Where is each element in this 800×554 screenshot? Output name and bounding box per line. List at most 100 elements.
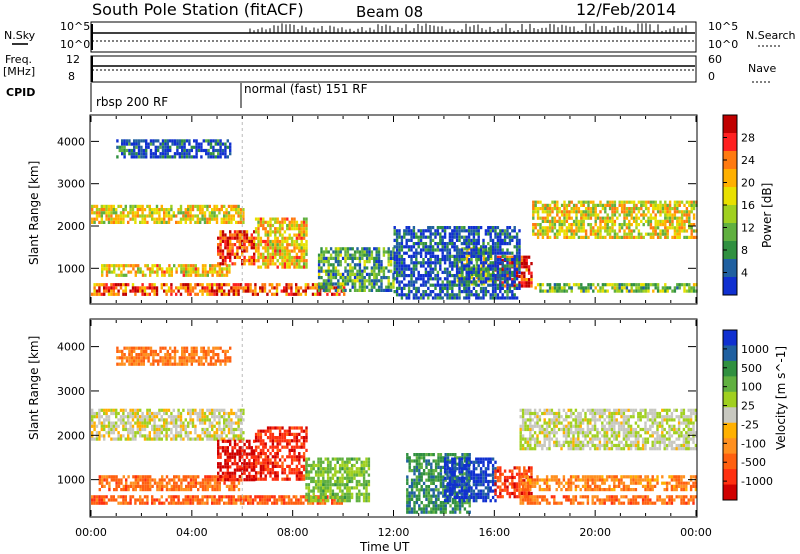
power-echo-region	[534, 283, 698, 293]
colorbar-tick-label: 100	[741, 381, 762, 394]
colorbar-tick-label: 4	[741, 267, 748, 280]
power-y-axis-label: Slant Range [km]	[27, 161, 41, 265]
nsky-label: N.Sky	[4, 29, 36, 42]
colorbar-swatch	[723, 469, 737, 486]
velocity-echo-region	[519, 495, 698, 505]
x-tick-label: 08:00	[277, 526, 309, 539]
velocity-heatmap	[91, 320, 698, 516]
colorbar-swatch	[723, 438, 737, 455]
date-label: 12/Feb/2014	[576, 0, 676, 19]
velocity-echo-region	[91, 408, 245, 441]
time-axis-label: Time UT	[359, 540, 410, 554]
velocity-y-axis-label: Slant Range [km]	[27, 336, 41, 440]
colorbar-swatch	[723, 484, 737, 501]
colorbar-swatch	[723, 376, 737, 393]
nave-axis-bottom: 0	[708, 70, 715, 83]
power-echo-region	[217, 230, 256, 266]
colorbar-swatch	[723, 133, 737, 152]
colorbar-tick-label: 8	[741, 244, 748, 257]
x-tick-label: 16:00	[478, 526, 510, 539]
noise-axis-bottom-right: 10^0	[708, 38, 738, 51]
power-echo-region	[393, 226, 521, 300]
power-echo-region	[91, 204, 245, 224]
velocity-echo-region	[254, 426, 308, 481]
x-tick-label: 00:00	[680, 526, 712, 539]
velocity-echo-region	[116, 346, 232, 366]
colorbar-swatch	[723, 205, 737, 224]
power-y-ticks: 1000 2000 3000 4000	[57, 135, 696, 275]
colorbar-tick-label: -1000	[741, 475, 773, 488]
noise-axis-top-right: 10^5	[708, 20, 738, 33]
noise-axis-bottom-left: 10^0	[60, 38, 90, 51]
colorbar-swatch	[723, 330, 737, 346]
x-tick-label: 00:00	[75, 526, 107, 539]
velocity-colorbar-label: Velocity [m s^-1]	[774, 346, 788, 450]
nave-axis-top: 60	[708, 53, 722, 66]
velocity-echo-region	[305, 457, 371, 503]
power-echo-region	[254, 217, 308, 269]
power-colorbar: 28 24 20 16 12 8 4 Power [dB]	[722, 114, 774, 296]
nave-label: Nave	[748, 62, 776, 75]
colorbar-swatch	[723, 422, 737, 439]
x-tick-label: 20:00	[579, 526, 611, 539]
noise-axis-top-left: 10^5	[60, 20, 90, 33]
colorbar-tick-label: 500	[741, 362, 762, 375]
colorbar-swatch	[723, 115, 737, 134]
colorbar-tick-label: -100	[741, 437, 766, 450]
colorbar-tick-label: 24	[741, 154, 755, 167]
colorbar-tick-label: 1000	[741, 343, 769, 356]
colorbar-swatch	[723, 259, 737, 278]
colorbar-tick-label: 28	[741, 132, 755, 145]
y-tick-label: 1000	[57, 262, 85, 275]
velocity-y-ticks: 1000 2000 3000 4000	[57, 341, 696, 487]
colorbar-swatch	[723, 151, 737, 170]
colorbar-swatch	[723, 391, 737, 408]
freq-label-2: [MHz]	[3, 65, 35, 78]
velocity-echo-region	[519, 475, 698, 492]
velocity-echo-region	[91, 495, 346, 505]
power-panel: 1000 2000 3000 4000 Slant Range [km]	[27, 114, 698, 305]
frequency-panel: 12 8 60 0 Freq. [MHz] Nave	[3, 53, 776, 83]
y-tick-label: 1000	[57, 474, 85, 487]
colorbar-swatch	[723, 360, 737, 377]
colorbar-swatch	[723, 453, 737, 470]
power-echo-region	[116, 139, 232, 159]
colorbar-swatch	[723, 169, 737, 188]
noise-spikes	[91, 23, 687, 50]
colorbar-tick-label: -25	[741, 418, 759, 431]
colorbar-swatch	[723, 277, 737, 296]
y-tick-label: 2000	[57, 429, 85, 442]
colorbar-swatch	[723, 241, 737, 260]
power-colorbar-label: Power [dB]	[760, 183, 774, 248]
y-tick-label: 4000	[57, 135, 85, 148]
y-tick-label: 3000	[57, 178, 85, 191]
y-tick-label: 2000	[57, 220, 85, 233]
velocity-echo-region	[519, 408, 698, 451]
cpid-segment-2: normal (fast) 151 RF	[244, 82, 368, 96]
colorbar-tick-label: 25	[741, 400, 755, 413]
colorbar-tick-label: 12	[741, 222, 755, 235]
cpid-segment-1: rbsp 200 RF	[96, 95, 168, 109]
power-echo-region	[532, 200, 698, 239]
y-tick-label: 4000	[57, 341, 85, 354]
y-tick-label: 3000	[57, 385, 85, 398]
colorbar-tick-label: -500	[741, 456, 766, 469]
colorbar-swatch	[723, 345, 737, 362]
colorbar-swatch	[723, 187, 737, 206]
beam-label: Beam 08	[356, 3, 423, 21]
colorbar-tick-label: 16	[741, 199, 755, 212]
station-title: South Pole Station (fitACF)	[92, 0, 304, 19]
power-echo-region	[317, 247, 395, 292]
colorbar-swatch	[723, 223, 737, 242]
velocity-colorbar: 1000 500 100 25 -25 -100 -500 -1000 Velocity [m…	[722, 329, 788, 501]
velocity-echo-region	[98, 475, 243, 492]
cpid-label: CPID	[6, 86, 35, 99]
velocity-echo-region	[217, 439, 256, 482]
noise-panel: 10^5 10^0 10^5 10^0 N.Sky N.Search	[4, 20, 796, 53]
power-echo-region	[91, 283, 346, 296]
velocity-echo-region	[443, 457, 497, 503]
colorbar-tick-label: 20	[741, 177, 755, 190]
freq-axis-top: 12	[66, 53, 80, 66]
freq-label-1: Freq.	[5, 53, 32, 66]
